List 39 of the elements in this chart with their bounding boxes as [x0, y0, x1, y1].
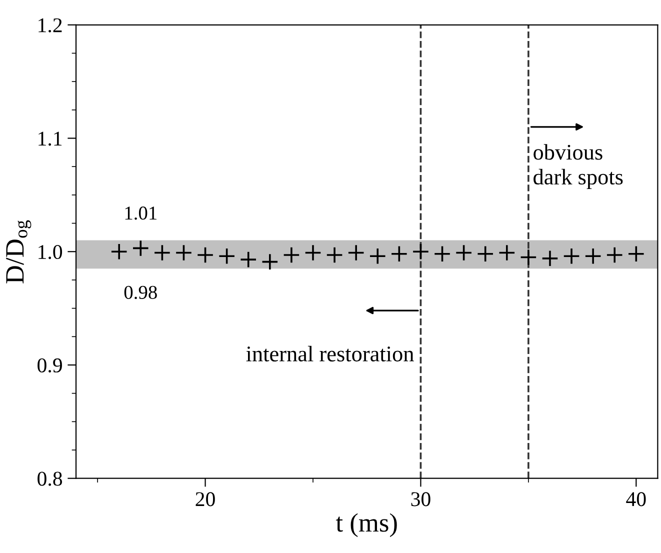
- point: [154, 244, 171, 262]
- point: [326, 246, 344, 264]
- point: [412, 243, 430, 260]
- point: [390, 245, 408, 262]
- point: [240, 251, 257, 268]
- point: [218, 248, 236, 265]
- x-axis-title: t (ms): [336, 513, 397, 538]
- y-tick-label: 1.1: [38, 132, 62, 146]
- point: [455, 244, 472, 262]
- point: [110, 243, 128, 260]
- point: [196, 246, 214, 264]
- point: [562, 248, 580, 265]
- point: [261, 253, 278, 270]
- y-tick-label: 1.2: [38, 18, 62, 32]
- point: [584, 248, 602, 265]
- annotation: 1.01: [125, 206, 156, 220]
- ref-line-label: internal restoration: [246, 346, 414, 362]
- point: [498, 244, 516, 262]
- y-tick-label: 0.8: [38, 472, 62, 486]
- y-axis-title: D/D$_{og}$: [6, 220, 32, 284]
- ref-line-label: obvious dark spots: [534, 144, 623, 190]
- point: [434, 245, 451, 262]
- point: [348, 244, 365, 262]
- point: [520, 248, 537, 266]
- point: [282, 246, 300, 264]
- y-tick-label: 1.0: [38, 244, 62, 260]
- point: [606, 246, 624, 264]
- y-tick-label: 0.9: [38, 358, 62, 373]
- x-tick-label: 20: [196, 492, 215, 506]
- point: [132, 240, 150, 257]
- point: [175, 244, 192, 262]
- point: [628, 245, 645, 262]
- point: [304, 244, 322, 262]
- annotation: 0.98: [124, 286, 157, 300]
- x-tick-label: 40: [626, 492, 646, 506]
- point: [476, 245, 494, 262]
- point: [369, 248, 386, 265]
- x-tick-label: 30: [411, 492, 430, 506]
- point: [541, 250, 559, 267]
